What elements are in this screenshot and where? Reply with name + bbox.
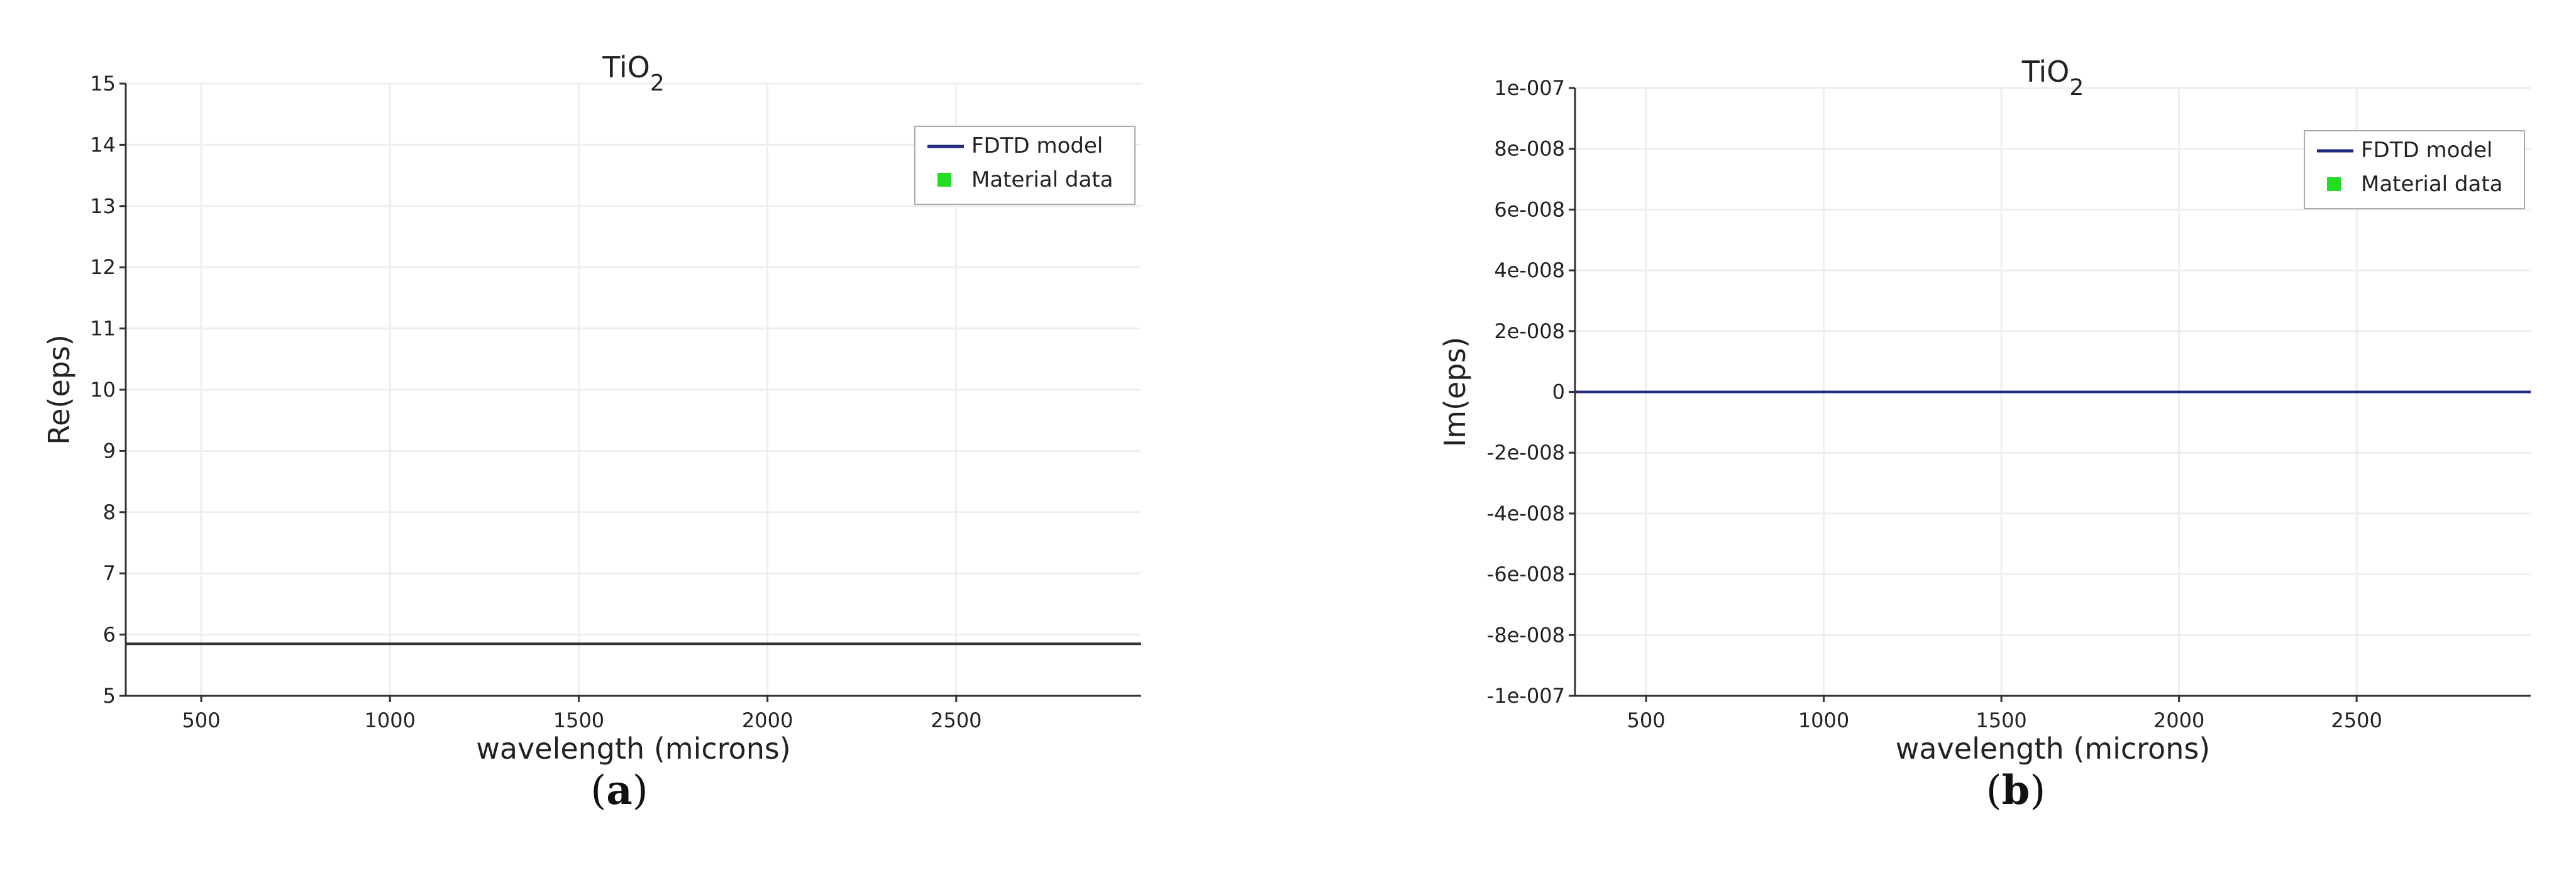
panel-a-y-tick-label: 13 [90, 194, 116, 218]
panel-label-a: (a) [590, 767, 648, 814]
panel-label-b: (b) [1986, 767, 2046, 814]
panel-b-y-tick-label: 2e-008 [1494, 319, 1565, 343]
panel-b-y-tick-label: -1e-007 [1487, 684, 1565, 708]
panel-a-y-tick-label: 14 [90, 133, 116, 157]
panel-a-x-axis-label: wavelength (microns) [476, 732, 791, 766]
panel-a-x-tick-label: 2500 [931, 708, 981, 732]
panel-b-legend-entry: Material data [2361, 172, 2503, 197]
panel-b-x-axis-label: wavelength (microns) [1896, 732, 2211, 766]
panel-a-y-tick-label: 6 [103, 623, 116, 647]
panel-b-x-tick-label: 1000 [1798, 708, 1849, 732]
panel-b-y-tick-label: -2e-008 [1487, 441, 1565, 465]
panel-a-x-tick-label: 2000 [742, 708, 793, 732]
panel-a-y-tick-label: 12 [90, 255, 116, 279]
panel-a: 5 6 7 8 9 10 11 12 13 14 15 500 1000 1500 2000 2500 TiO2… [42, 50, 1141, 766]
panel-b: 1e-007 8e-008 6e-008 4e-008 2e-008 0 -2e-008 -4… [1438, 55, 2531, 766]
panel-a-y-axis-label: Re(eps) [42, 334, 76, 445]
panel-b-y-tick-label: 4e-008 [1494, 258, 1565, 282]
panel-a-legend-entry: Material data [971, 167, 1114, 192]
panel-a-title-subscript: 2 [650, 70, 665, 96]
panel-b-x-tick-label: 1500 [1976, 708, 2026, 732]
panel-b-x-tick-label: 500 [1627, 708, 1665, 732]
panel-a-legend-entry: FDTD model [971, 133, 1103, 158]
panel-b-legend-entry: FDTD model [2361, 138, 2492, 163]
panel-a-legend: FDTD model Material data [914, 126, 1136, 205]
panel-b-x-tick-label: 2000 [2153, 708, 2204, 732]
panel-a-y-tick-label: 11 [90, 317, 116, 341]
panel-b-x-tick-label: 2500 [2331, 708, 2382, 732]
panel-b-title: TiO2 [2021, 55, 2084, 101]
panel-a-y-tick-label: 8 [103, 500, 116, 524]
panel-a-x-tick-label: 500 [182, 708, 221, 732]
panel-a-y-tick-label: 15 [90, 72, 116, 96]
panel-a-x-tick-label: 1500 [553, 708, 604, 732]
panel-b-y-tick-label: 8e-008 [1494, 137, 1565, 161]
panel-b-legend-box [2304, 130, 2525, 209]
panel-a-y-tick-label: 10 [90, 378, 116, 402]
panel-a-legend-box [914, 126, 1136, 205]
panel-b-y-tick-label: 0 [1552, 380, 1565, 404]
panel-b-y-tick-label: 6e-008 [1494, 197, 1565, 221]
panel-b-y-tick-label: -8e-008 [1487, 623, 1565, 647]
panel-b-title-subscript: 2 [2069, 75, 2084, 101]
panel-b-legend: FDTD model Material data [2304, 130, 2525, 209]
panel-a-title: TiO2 [602, 50, 665, 96]
panel-b-y-axis-label: Im(eps) [1438, 337, 1472, 448]
panel-a-y-tick-label: 7 [103, 561, 116, 585]
panel-b-y-tick-label: -6e-008 [1487, 563, 1565, 586]
panel-b-y-tick-label: -4e-008 [1487, 502, 1565, 525]
panel-b-legend-swatch-marker [2327, 177, 2341, 191]
panel-a-legend-swatch-marker [937, 173, 951, 187]
panel-a-y-tick-label: 9 [103, 439, 116, 463]
panel-a-x-tick-label: 1000 [365, 708, 416, 732]
panel-b-y-tick-label: 1e-007 [1494, 76, 1565, 100]
panel-a-y-tick-label: 5 [103, 684, 116, 708]
